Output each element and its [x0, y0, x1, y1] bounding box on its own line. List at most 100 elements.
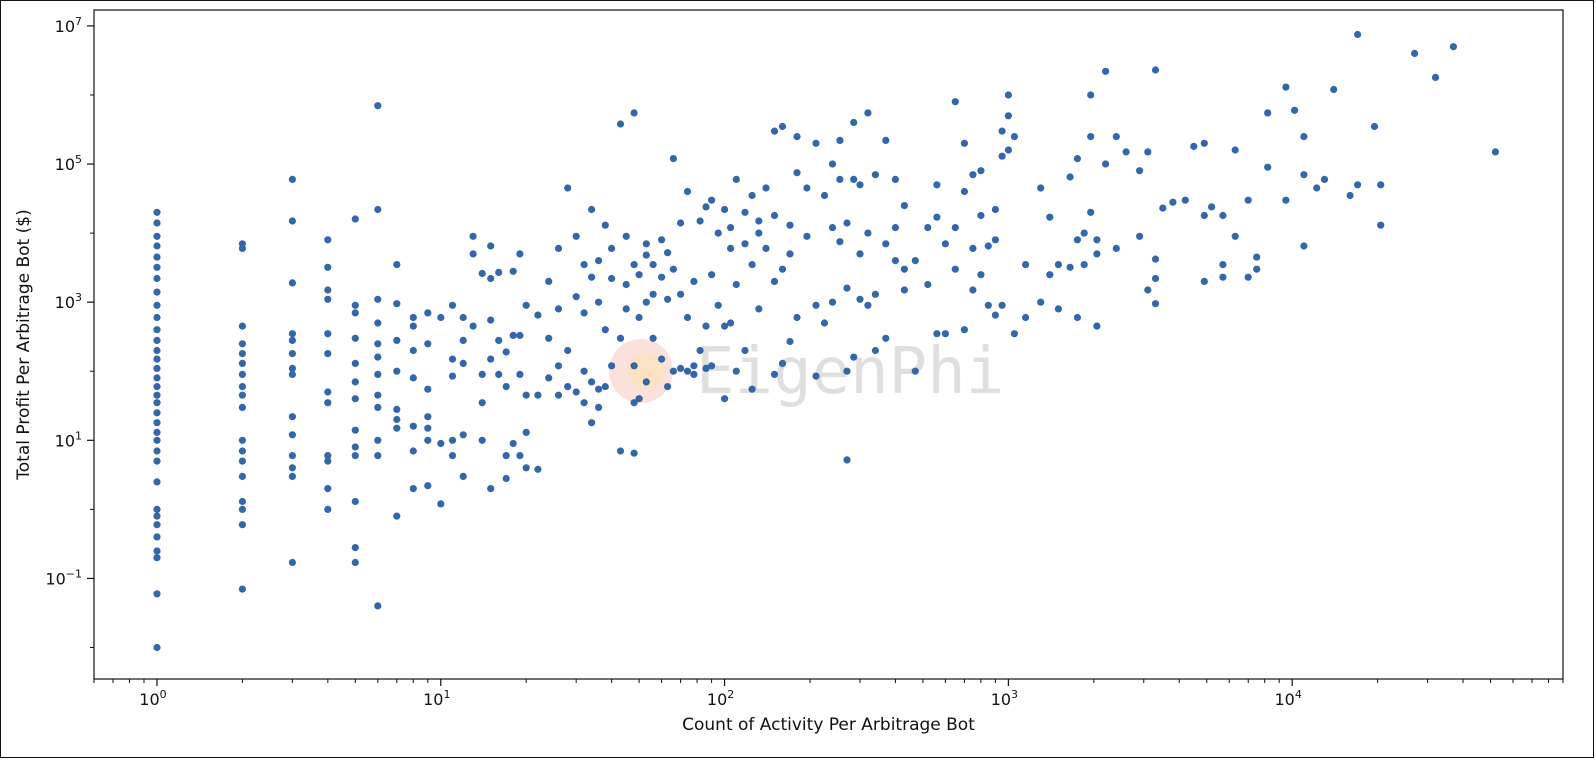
scatter-point [502, 348, 510, 356]
scatter-point [288, 558, 296, 567]
plot-area [93, 9, 1564, 680]
scatter-point [630, 399, 638, 407]
scatter-point [1151, 274, 1160, 283]
scatter-point [478, 436, 486, 444]
scatter-point [856, 295, 864, 303]
scatter-point [732, 280, 740, 289]
scatter-point [324, 505, 332, 513]
scatter-point [374, 452, 382, 460]
scatter-point [836, 136, 844, 144]
scatter-point [238, 505, 246, 513]
scatter-point [554, 305, 563, 313]
scatter-point [288, 217, 296, 225]
scatter-point [1054, 305, 1062, 313]
scatter-point [601, 221, 609, 229]
scatter-point [1200, 277, 1208, 285]
scatter-point [522, 301, 530, 309]
scatter-point [478, 269, 486, 278]
scatter-point [608, 274, 616, 283]
scatter-point [820, 191, 829, 200]
scatter-point [1022, 313, 1030, 322]
scatter-point [702, 203, 710, 211]
scatter-point [658, 273, 666, 281]
scatter-point [1004, 146, 1013, 154]
scatter-point [969, 286, 977, 294]
scatter-point [741, 240, 749, 248]
scatter-point [1190, 142, 1198, 150]
scatter-point [153, 336, 161, 344]
scatter-point [969, 171, 977, 179]
scatter-point [1208, 203, 1216, 211]
scatter-point [683, 367, 692, 375]
scatter-point [238, 240, 246, 248]
scatter-point [595, 257, 603, 265]
scatter-point [153, 447, 161, 455]
scatter-point [351, 497, 359, 506]
scatter-point [762, 184, 770, 192]
scatter-point [1004, 112, 1013, 120]
y-tick-label: 101 [55, 429, 82, 450]
scatter-point [374, 436, 382, 444]
scatter-point [991, 205, 1000, 214]
scatter-point [1087, 91, 1095, 99]
scatter-point [516, 370, 524, 378]
scatter-point [882, 136, 890, 144]
scatter-point [786, 250, 794, 258]
scatter-point [1151, 255, 1160, 263]
scatter-point [424, 482, 432, 490]
scatter-point [487, 242, 495, 250]
scatter-point [778, 265, 787, 273]
scatter-point [630, 261, 638, 269]
scatter-point [1354, 30, 1362, 39]
scatter-point [708, 271, 716, 279]
scatter-point [534, 391, 542, 399]
scatter-point [502, 474, 510, 483]
scatter-point [1219, 211, 1227, 220]
scatter-point [374, 602, 382, 610]
scatter-point [374, 102, 382, 110]
scatter-point [153, 326, 161, 334]
scatter-point [770, 370, 779, 378]
scatter-point [820, 319, 829, 327]
scatter-point [409, 485, 417, 493]
scatter-point [755, 305, 763, 313]
scatter-point [951, 224, 959, 232]
scatter-point [554, 362, 563, 370]
scatter-point [351, 558, 359, 567]
scatter-point [900, 265, 909, 273]
scatter-point [1377, 181, 1385, 189]
scatter-point [741, 346, 749, 355]
scatter-point [770, 277, 779, 285]
scatter-point [1112, 244, 1120, 252]
scatter-point [1291, 106, 1299, 114]
scatter-point [864, 109, 872, 117]
scatter-point [683, 187, 692, 196]
scatter-point [238, 521, 246, 529]
scatter-point [755, 217, 763, 225]
scatter-point [642, 378, 650, 386]
scatter-point [324, 399, 332, 407]
scatter-point [288, 175, 296, 183]
scatter-point [748, 261, 756, 269]
scatter-point [635, 313, 643, 322]
scatter-point [351, 378, 359, 386]
scatter-point [696, 217, 704, 225]
scatter-point [153, 505, 161, 513]
scatter-point [153, 428, 161, 436]
scatter-point [393, 300, 401, 308]
scatter-point [153, 232, 161, 240]
scatter-point [601, 326, 609, 334]
scatter-point [924, 280, 932, 289]
scatter-point [424, 413, 432, 421]
scatter-point [786, 221, 794, 229]
scatter-point [828, 298, 837, 306]
scatter-point [437, 313, 445, 322]
scatter-point [1004, 91, 1013, 99]
scatter-point [1037, 184, 1045, 192]
scatter-point [933, 330, 941, 338]
scatter-point [891, 224, 900, 232]
scatter-point [812, 301, 820, 309]
scatter-point [351, 215, 359, 223]
scatter-point [891, 175, 900, 183]
scatter-point [153, 301, 161, 309]
